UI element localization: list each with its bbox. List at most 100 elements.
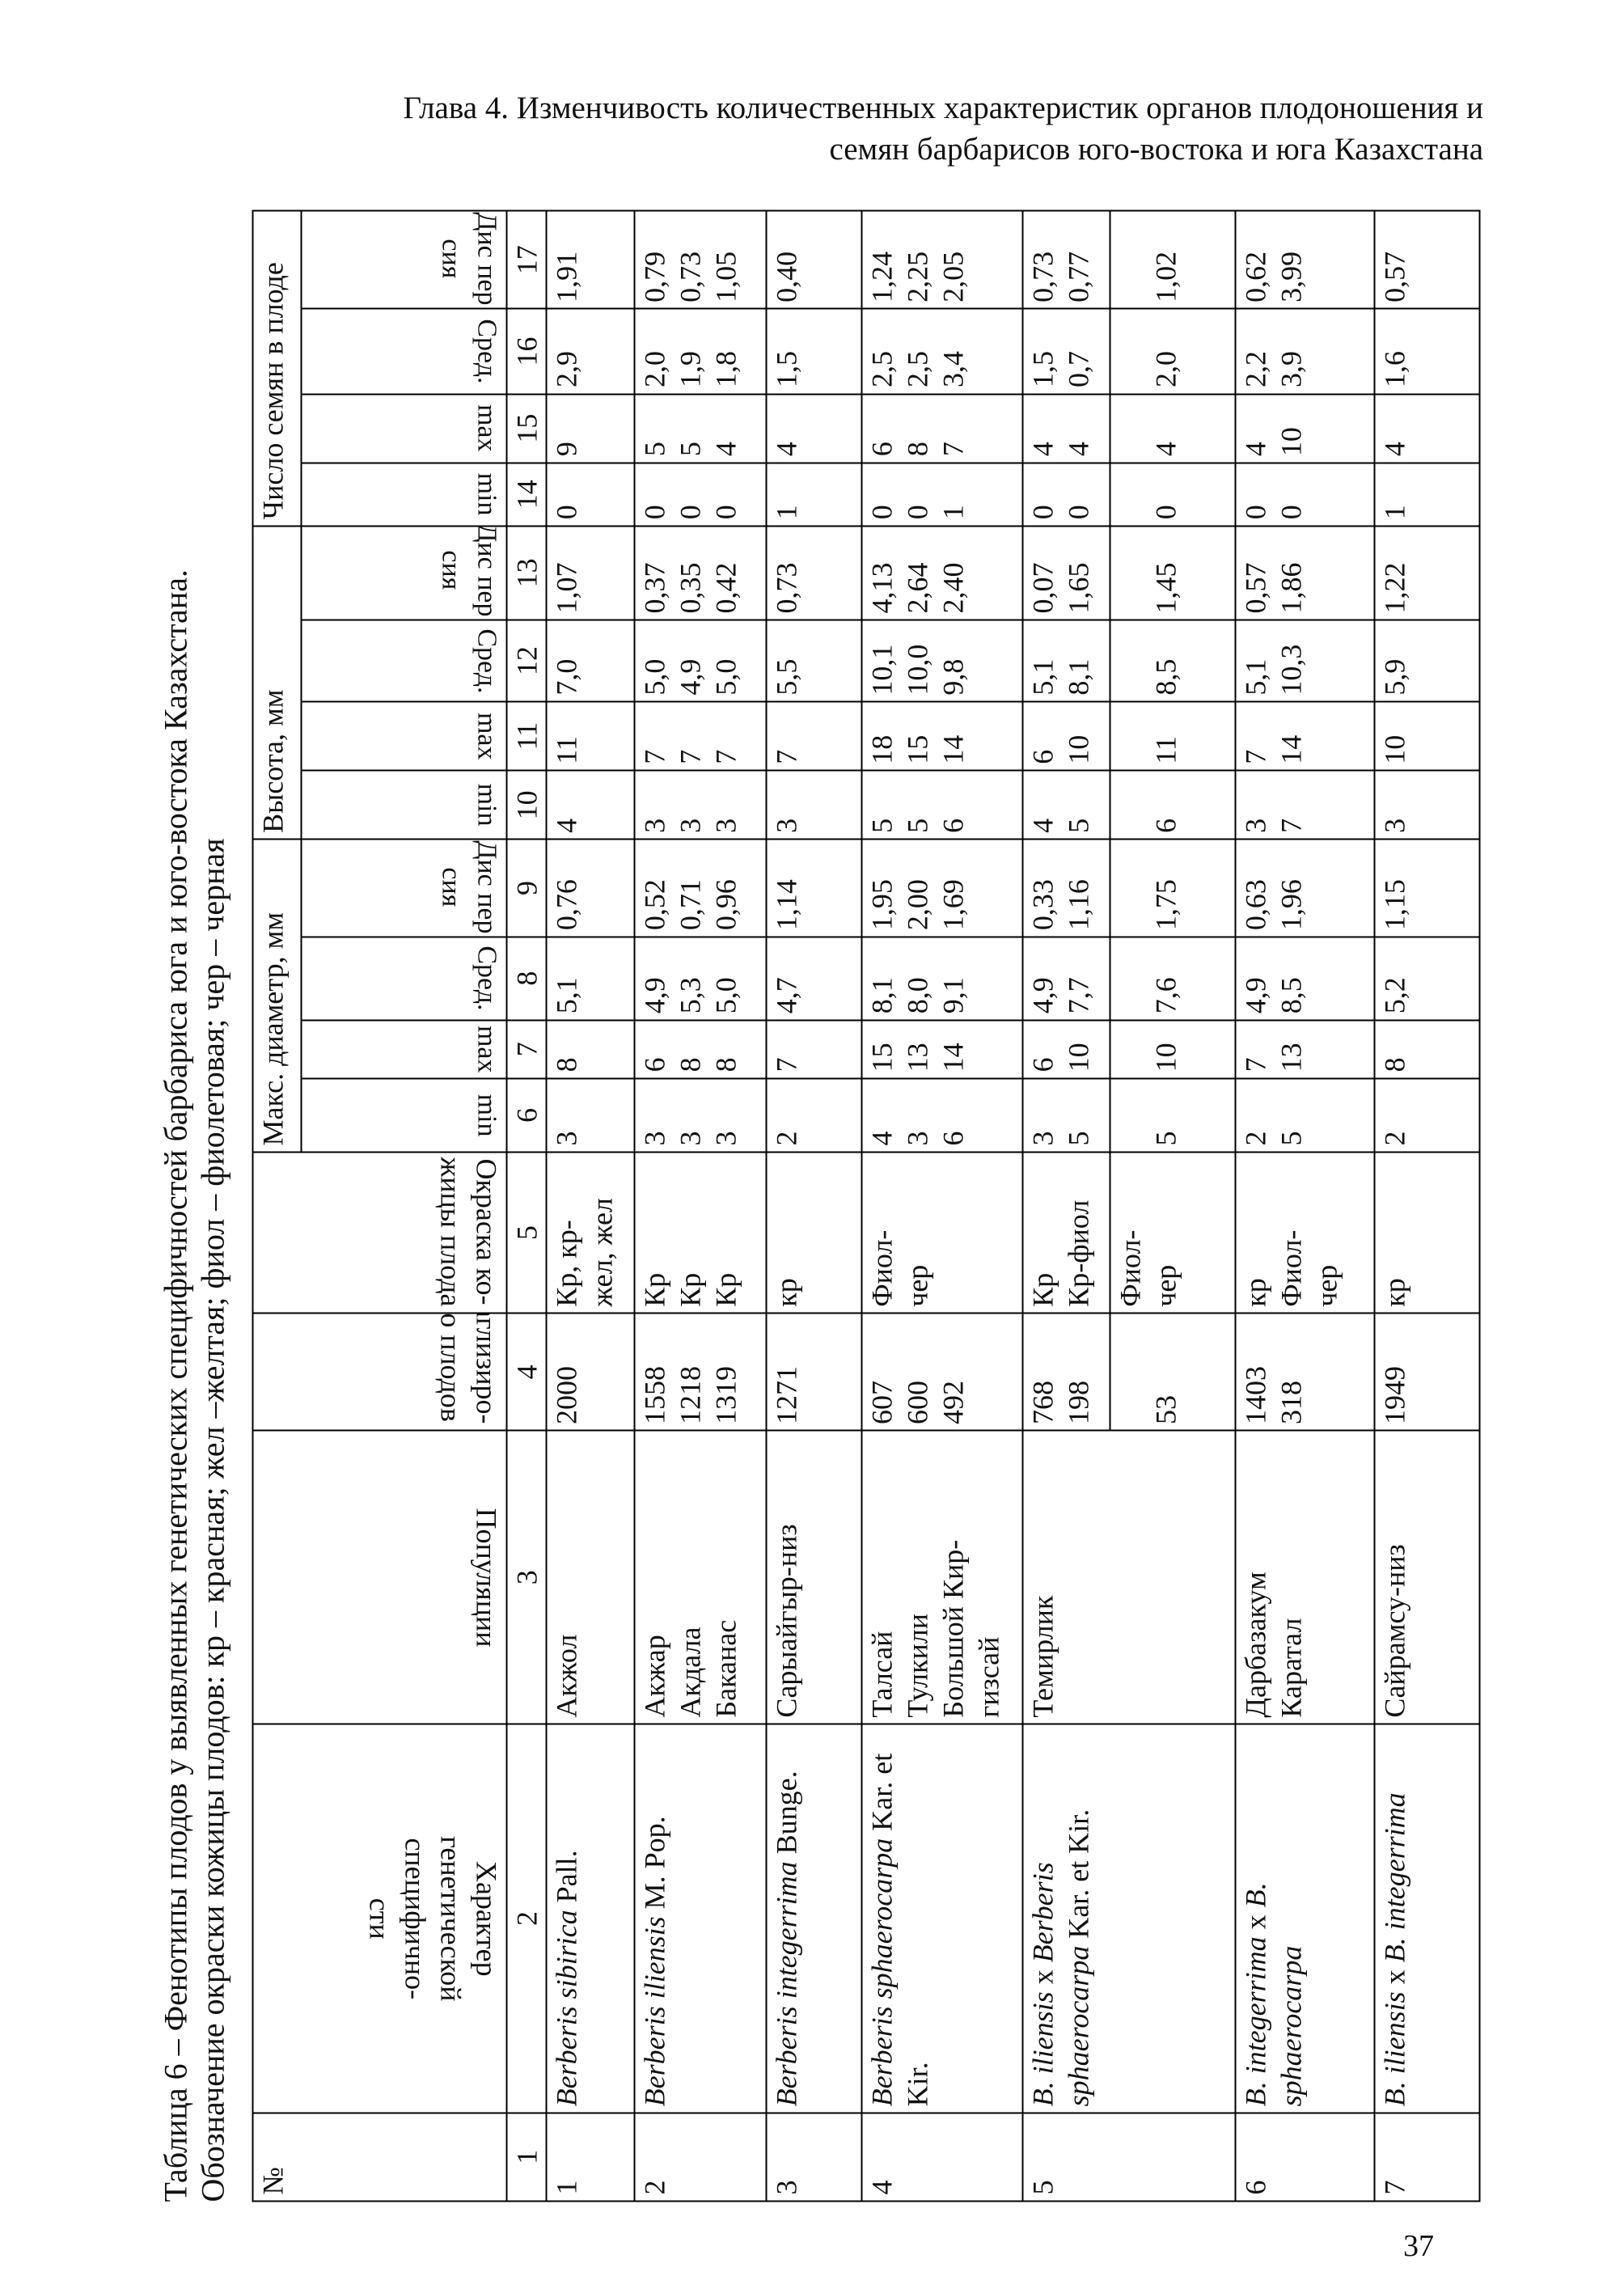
data-cell: 0,73 [766, 525, 861, 620]
cell-line: жицы плода [434, 1157, 467, 1307]
data-cell: 1,14 [766, 839, 861, 937]
subheader-cell: max [301, 701, 506, 771]
cell-line: 10,0 [901, 644, 933, 696]
data-cell: 2,9 [546, 308, 634, 394]
rotated-text: min [468, 783, 504, 826]
data-cell: кр Фиол-чер [1235, 1151, 1374, 1314]
data-cell: Акжол [546, 1430, 634, 1724]
caption: Таблица 6 – Фенотипы плодов у выявленных… [154, 209, 252, 2202]
cell-line: 13 [901, 1042, 933, 1072]
cell-line: Акжар [638, 1634, 670, 1718]
cell-line: 11 [1149, 735, 1182, 764]
subheader-cell: min [301, 770, 506, 840]
cell-text: 10 [510, 789, 543, 819]
data-cell: 4 [861, 2112, 1022, 2201]
cell-line: 4,9 [638, 976, 670, 1013]
rotated-text: min [468, 1094, 504, 1136]
cell-line: 3 [638, 818, 670, 833]
cell-line: 607 [865, 1380, 898, 1424]
data-cell: Berberis integerrima Bunge. [766, 1724, 861, 2113]
cell-line: min [472, 1093, 501, 1136]
group-header: Высота, мм [252, 525, 301, 840]
cell-line: 1,22 [1378, 561, 1410, 613]
header-cell: Праглизиро-вано плодов [252, 1313, 506, 1431]
cell-line: 1 [550, 2180, 582, 2194]
cell-line: 4 [865, 2180, 898, 2194]
species-part: B. iliensis [1378, 1991, 1410, 2106]
cell-line: 8,0 [901, 976, 933, 1013]
data-cell: 1 [546, 2112, 634, 2201]
data-cell: 4 [766, 393, 861, 463]
cell-line: 1,5 [1026, 350, 1059, 387]
cell-text: 1 [510, 2149, 543, 2164]
cell-line: 15 [865, 1042, 898, 1072]
cell-line: 3 [1026, 1130, 1059, 1145]
cell-line: 4 [709, 441, 742, 456]
cell-line: кр [1378, 1277, 1410, 1307]
cell-line: 8,5 [1149, 658, 1182, 696]
cell-line: 5,0 [709, 976, 742, 1013]
subheader-cell: Дис пер сия [301, 839, 506, 937]
data-row: 1 Berberis sibirica Pall. Акжол 2000 Кр, кр-… [546, 210, 634, 2201]
data-cell: 1,45 [1110, 525, 1235, 620]
cell-line: Кр [709, 1272, 742, 1307]
page-number: 37 [1403, 2229, 1434, 2263]
data-cell: 0 [1110, 462, 1235, 526]
cell-line: 7 [770, 749, 802, 764]
column-number: 4 [506, 1313, 546, 1431]
cell-line: 4,9 [674, 658, 706, 696]
data-cell: 0,37 0,35 0,42 [634, 525, 766, 620]
cell-line: 5 [674, 441, 706, 456]
cell-line: 5,1 [1026, 658, 1059, 696]
subheader-cell: max [301, 1019, 506, 1078]
cell-line: 0,76 [550, 878, 582, 930]
cell-line: 0 [638, 504, 670, 519]
column-number: 16 [506, 308, 546, 394]
data-cell: 3 [766, 770, 861, 840]
cell-line: 1,69 [937, 878, 969, 930]
species-part: x [1026, 1961, 1059, 1991]
cell-line: 2,05 [937, 251, 969, 302]
cell-line: вано плодов [434, 1313, 467, 1422]
data-cell: 3 [546, 1077, 634, 1152]
data-cell: Талсай Тулкили Большой Кир-гизсай [861, 1430, 1022, 1724]
cell-line: 8 [1378, 1056, 1410, 1072]
cell-line: 1,02 [1149, 251, 1182, 302]
cell-line: 14 [937, 1042, 969, 1072]
cell-line: 4 [550, 818, 582, 833]
cell-line: 1,6 [1378, 350, 1410, 387]
data-cell: 10 [1374, 701, 1479, 771]
data-row: 7 B. iliensis x B. integerrima Сайрамсу-ни… [1374, 210, 1479, 2201]
cell-line: 15 [901, 734, 933, 764]
cell-line: 6 [1026, 749, 1059, 764]
data-cell: 4 [1110, 393, 1235, 463]
cell-line: max [472, 1025, 501, 1073]
cell-line: Сарыайгыр-низ [770, 1523, 802, 1718]
rotated-text: Характер генетической специфично-сти [362, 1835, 504, 2000]
data-row: 4 Berberis sphaerocarpa Kar. et Kir. Талса… [861, 210, 1022, 2201]
cell-line: Характер [470, 1860, 502, 1976]
cell-line: 4 [1149, 441, 1182, 456]
species-part: Berberis sphaerocarpa [865, 1838, 898, 2106]
cell-line: 0 [1275, 504, 1307, 519]
cell-line: 2 [1239, 1130, 1271, 1145]
cell-line: 2,40 [937, 561, 969, 613]
data-cell: 2,5 2,5 3,4 [861, 308, 1022, 394]
cell-line: 0,40 [770, 251, 802, 302]
cell-line: Сред. [472, 628, 501, 693]
cell-line: 4 [865, 1130, 898, 1145]
cell-line: 5,0 [638, 658, 670, 696]
cell-line: 14 [1275, 734, 1307, 764]
column-number: 6 [506, 1077, 546, 1152]
cell-line: 1 [937, 504, 969, 519]
cell-line: 3 [709, 1130, 742, 1145]
cell-line: 2,25 [901, 251, 933, 302]
data-cell: 1558 1218 1319 [634, 1313, 766, 1431]
data-cell: 6 [1235, 2112, 1374, 2201]
cell-line: 2,9 [550, 350, 582, 387]
data-cell: 5,9 [1374, 619, 1479, 702]
cell-line: 4 [1026, 441, 1059, 456]
data-cell: 7 [766, 701, 861, 771]
data-cell: 1,5 0,7 [1022, 308, 1110, 394]
